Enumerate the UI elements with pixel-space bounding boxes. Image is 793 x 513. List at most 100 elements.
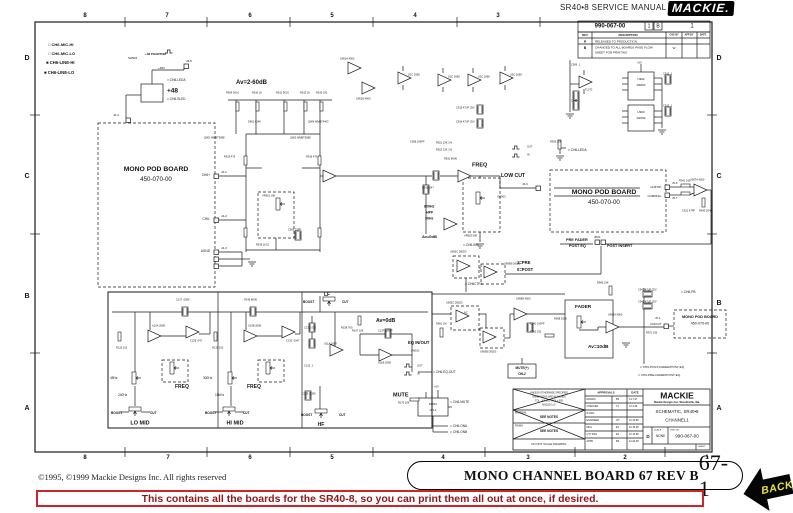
schematic-label: CHECKED <box>587 405 599 408</box>
schematic-label: DIMENSIONS ARE IN INCHES <box>532 395 566 398</box>
schematic-label: DESCRIPTION <box>618 33 637 37</box>
schematic-label: SHEET <box>698 446 706 448</box>
schematic-label: U908B 4560 <box>516 297 531 301</box>
schematic-label: VR901 10K <box>262 194 276 198</box>
schematic-label: R966 15K <box>597 281 609 285</box>
schematic-label: DRAWN <box>587 398 596 401</box>
schematic-label: U901A 4560 <box>340 57 355 61</box>
schematic-label: 3-17-97 <box>629 398 638 401</box>
schematic-label: JP#1 <box>594 235 601 239</box>
schematic-label: SW101 <box>411 349 420 353</box>
schematic-label: ■ CH6-LINE-LO <box>44 70 75 75</box>
schematic-label: 15kHz <box>215 393 224 397</box>
schematic-label: □ CH6-PRE-FADER/POST-EQ <box>638 373 681 377</box>
schematic-label: VH <box>616 419 620 422</box>
schematic-label: J5-7 <box>672 196 678 200</box>
schematic-label: D <box>716 55 721 62</box>
schematic-label: OUT <box>527 145 533 149</box>
schematic-label: ■ CH6-LINE-HI <box>46 60 75 65</box>
schematic-label: 5 <box>330 455 334 461</box>
schematic-label: C913 .1 <box>663 104 673 108</box>
schematic-label: R968 100K <box>554 317 567 321</box>
schematic-label: R936 10K <box>550 140 562 144</box>
schematic-label: R912 1K <box>300 91 310 95</box>
schematic-label: □ CH6-MIC-LO <box>48 51 75 56</box>
schematic-label: Av=0dB <box>422 234 437 239</box>
schematic-label: C137 100PF <box>378 329 393 333</box>
schematic-label: A <box>24 405 29 412</box>
schematic-label: +48V <box>158 66 165 70</box>
print-notice-text: This contains all the boards for the SR4… <box>141 492 599 505</box>
schematic-label: OUT <box>417 364 423 368</box>
back-button[interactable]: BACK <box>741 463 793 513</box>
schematic-label: Q902 MMBT5088 <box>204 136 225 140</box>
schematic-label: R941 910 <box>679 179 691 183</box>
schematic-label: ON-2 <box>518 372 526 376</box>
schematic-label: C916 47UF 25V <box>456 120 475 124</box>
schematic-label: 12-4-98 <box>629 405 638 408</box>
schematic-label: AGND <box>201 249 211 253</box>
schematic-label: MONO POD BOARD <box>572 189 637 196</box>
schematic-label: 45Hz <box>110 376 118 380</box>
schematic-label: BS <box>616 440 620 443</box>
schematic-label: +48 PHANTOM <box>145 52 167 56</box>
schematic-label: EQ IN/OUT <box>408 340 430 345</box>
schematic-label: 12-20-98 <box>629 440 639 443</box>
schematic-label: E3 <box>616 433 620 436</box>
schematic-label: CH6+ <box>202 173 210 177</box>
schematic-label: MONO POD BOARD <box>124 166 189 173</box>
schematic-label: Av=10dB <box>588 344 609 350</box>
schematic-label: C131 .033 <box>304 326 317 330</box>
schematic-label: SCHEMATIC, SR40•8 <box>656 409 699 414</box>
schematic-label: J5-1 <box>655 316 661 320</box>
schematic-label: U2C 2068 <box>448 75 460 79</box>
schematic-label: SW903 <box>497 195 506 199</box>
schematic-label: R135 102 <box>212 346 224 350</box>
schematic-label: DWG NO. <box>670 430 680 432</box>
schematic-label: C128 .047 <box>190 339 203 343</box>
schematic-label: U902 <box>637 77 645 81</box>
schematic-label: U907A 4560 <box>690 178 705 182</box>
schematic-label: C947 47UF 25V <box>638 288 657 292</box>
schematic-label: D901 4148 <box>248 120 261 124</box>
schematic-label: APPD <box>587 440 594 443</box>
schematic-label: 12-15-98 <box>629 419 639 422</box>
schematic-label: □ CH6-ONB <box>450 430 467 434</box>
schematic-label: SEE NOTES <box>540 429 558 433</box>
schematic-label: POST EQ <box>569 244 586 248</box>
schematic-label: APP BY <box>685 33 694 36</box>
schematic-label: 1=PRE <box>517 260 531 265</box>
schematic-label: R931 8K06 <box>444 157 458 161</box>
schematic-label: C911 .047 <box>422 186 434 190</box>
schematic-label: R910 1K <box>252 91 262 95</box>
schematic-label: R916 475 <box>306 155 318 159</box>
schematic-label: C130 .0047 <box>286 339 300 343</box>
schematic-label: 8 <box>83 13 87 19</box>
board-title: MONO CHANNEL BOARD 67 REV B <box>464 467 699 483</box>
schematic-label: ANGLES ±1° <box>542 403 556 406</box>
schematic-label: C915 47UF 25V <box>456 106 475 110</box>
schematic-label: 0=POST <box>517 267 534 272</box>
schematic-label: 5 <box>330 13 334 19</box>
schematic-label: □ CH6-INS <box>463 243 479 247</box>
schematic-label: U11A 2068 <box>324 342 337 346</box>
schematic-label: 1 <box>690 24 694 30</box>
schematic-label: D9012 <box>429 402 438 406</box>
copyright-text: ©1995, ©1999 Mackie Designs Inc. All rig… <box>38 472 227 482</box>
schematic-label: NC <box>464 311 468 315</box>
schematic-label: +5V <box>637 61 642 65</box>
schematic-label: C <box>24 173 29 180</box>
schematic-label: SHEET FOR PRINTING <box>595 51 628 55</box>
board-title-plate: MONO CHANNEL BOARD 67 REV B 67-1 <box>407 450 743 501</box>
schematic-label: CHANNEL1 <box>665 417 689 422</box>
schematic-label: ENGINEER <box>587 419 600 422</box>
schematic-label: VR902 50K <box>464 234 478 238</box>
schematic-label: □ CH6-POST-FADER/POST-EQ <box>640 365 685 369</box>
schematic-label: Av=2-60dB <box>236 80 268 86</box>
schematic-label: □ CH6-LEDA <box>167 78 186 82</box>
schematic-label: BOOST <box>111 411 122 415</box>
schematic-label: 1 <box>705 455 709 461</box>
schematic-label: R961 1M <box>436 322 447 326</box>
schematic-label: R909 3K16 <box>226 91 240 95</box>
